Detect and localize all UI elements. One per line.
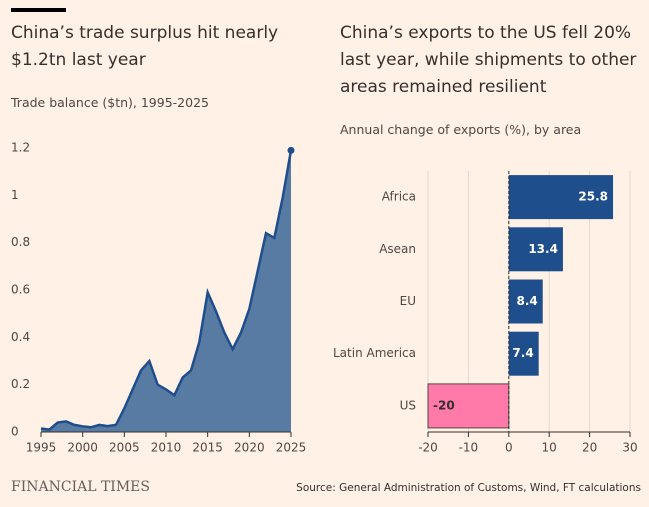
brand-bar <box>11 8 66 12</box>
y-tick-label: 0.2 <box>11 377 30 391</box>
value-label: -20 <box>433 398 455 412</box>
y-tick-label: 1 <box>11 188 19 202</box>
x-tick-label: 10 <box>542 441 557 455</box>
y-tick-label: 0.8 <box>11 235 30 249</box>
y-tick-label: US <box>400 398 416 412</box>
bar <box>427 383 510 429</box>
area <box>41 150 291 432</box>
brand: FINANCIAL TIMES <box>11 479 150 495</box>
source: Source: General Administration of Custom… <box>296 482 641 494</box>
chart-subtitle: Trade balance ($tn), 1995-2025 <box>11 95 209 110</box>
y-tick-label: 0.6 <box>11 283 30 297</box>
x-tick-label: 1995 <box>26 441 57 455</box>
value-label: 25.8 <box>578 190 608 204</box>
value-label: 13.4 <box>528 242 558 256</box>
bar <box>508 331 539 376</box>
y-tick-label: 0.4 <box>11 330 30 344</box>
x-tick-label: 2000 <box>67 441 98 455</box>
line <box>40 150 293 431</box>
y-tick-label: EU <box>400 294 416 308</box>
bar <box>508 227 563 272</box>
x-tick-label: 2010 <box>151 441 182 455</box>
chart-title: China’s trade surplus hit nearly $1.2tn … <box>11 23 279 70</box>
x-tick-label: 30 <box>622 441 637 455</box>
x-tick-label: -10 <box>459 441 479 455</box>
x-tick-label: -20 <box>418 441 438 455</box>
y-tick-label: Asean <box>379 242 416 256</box>
value-label: 8.4 <box>516 294 537 308</box>
x-tick-label: 20 <box>582 441 597 455</box>
y-tick-label: Latin America <box>333 346 416 360</box>
bar <box>508 175 614 220</box>
x-tick-label: 2020 <box>234 441 265 455</box>
x-tick-label: 0 <box>505 441 513 455</box>
y-tick-label: 1.2 <box>11 141 30 155</box>
x-tick-label: 2015 <box>192 441 223 455</box>
end-dot <box>287 146 295 154</box>
x-tick-label: 2025 <box>276 441 307 455</box>
x-tick-label: 2005 <box>109 441 140 455</box>
y-tick-label: 0 <box>11 425 19 439</box>
value-label: 7.4 <box>512 346 533 360</box>
chart-subtitle: Annual change of exports (%), by area <box>340 122 582 137</box>
bar <box>508 279 543 324</box>
y-tick-label: Africa <box>382 190 416 204</box>
chart-title: China’s exports to the US fell 20% last … <box>340 23 637 97</box>
